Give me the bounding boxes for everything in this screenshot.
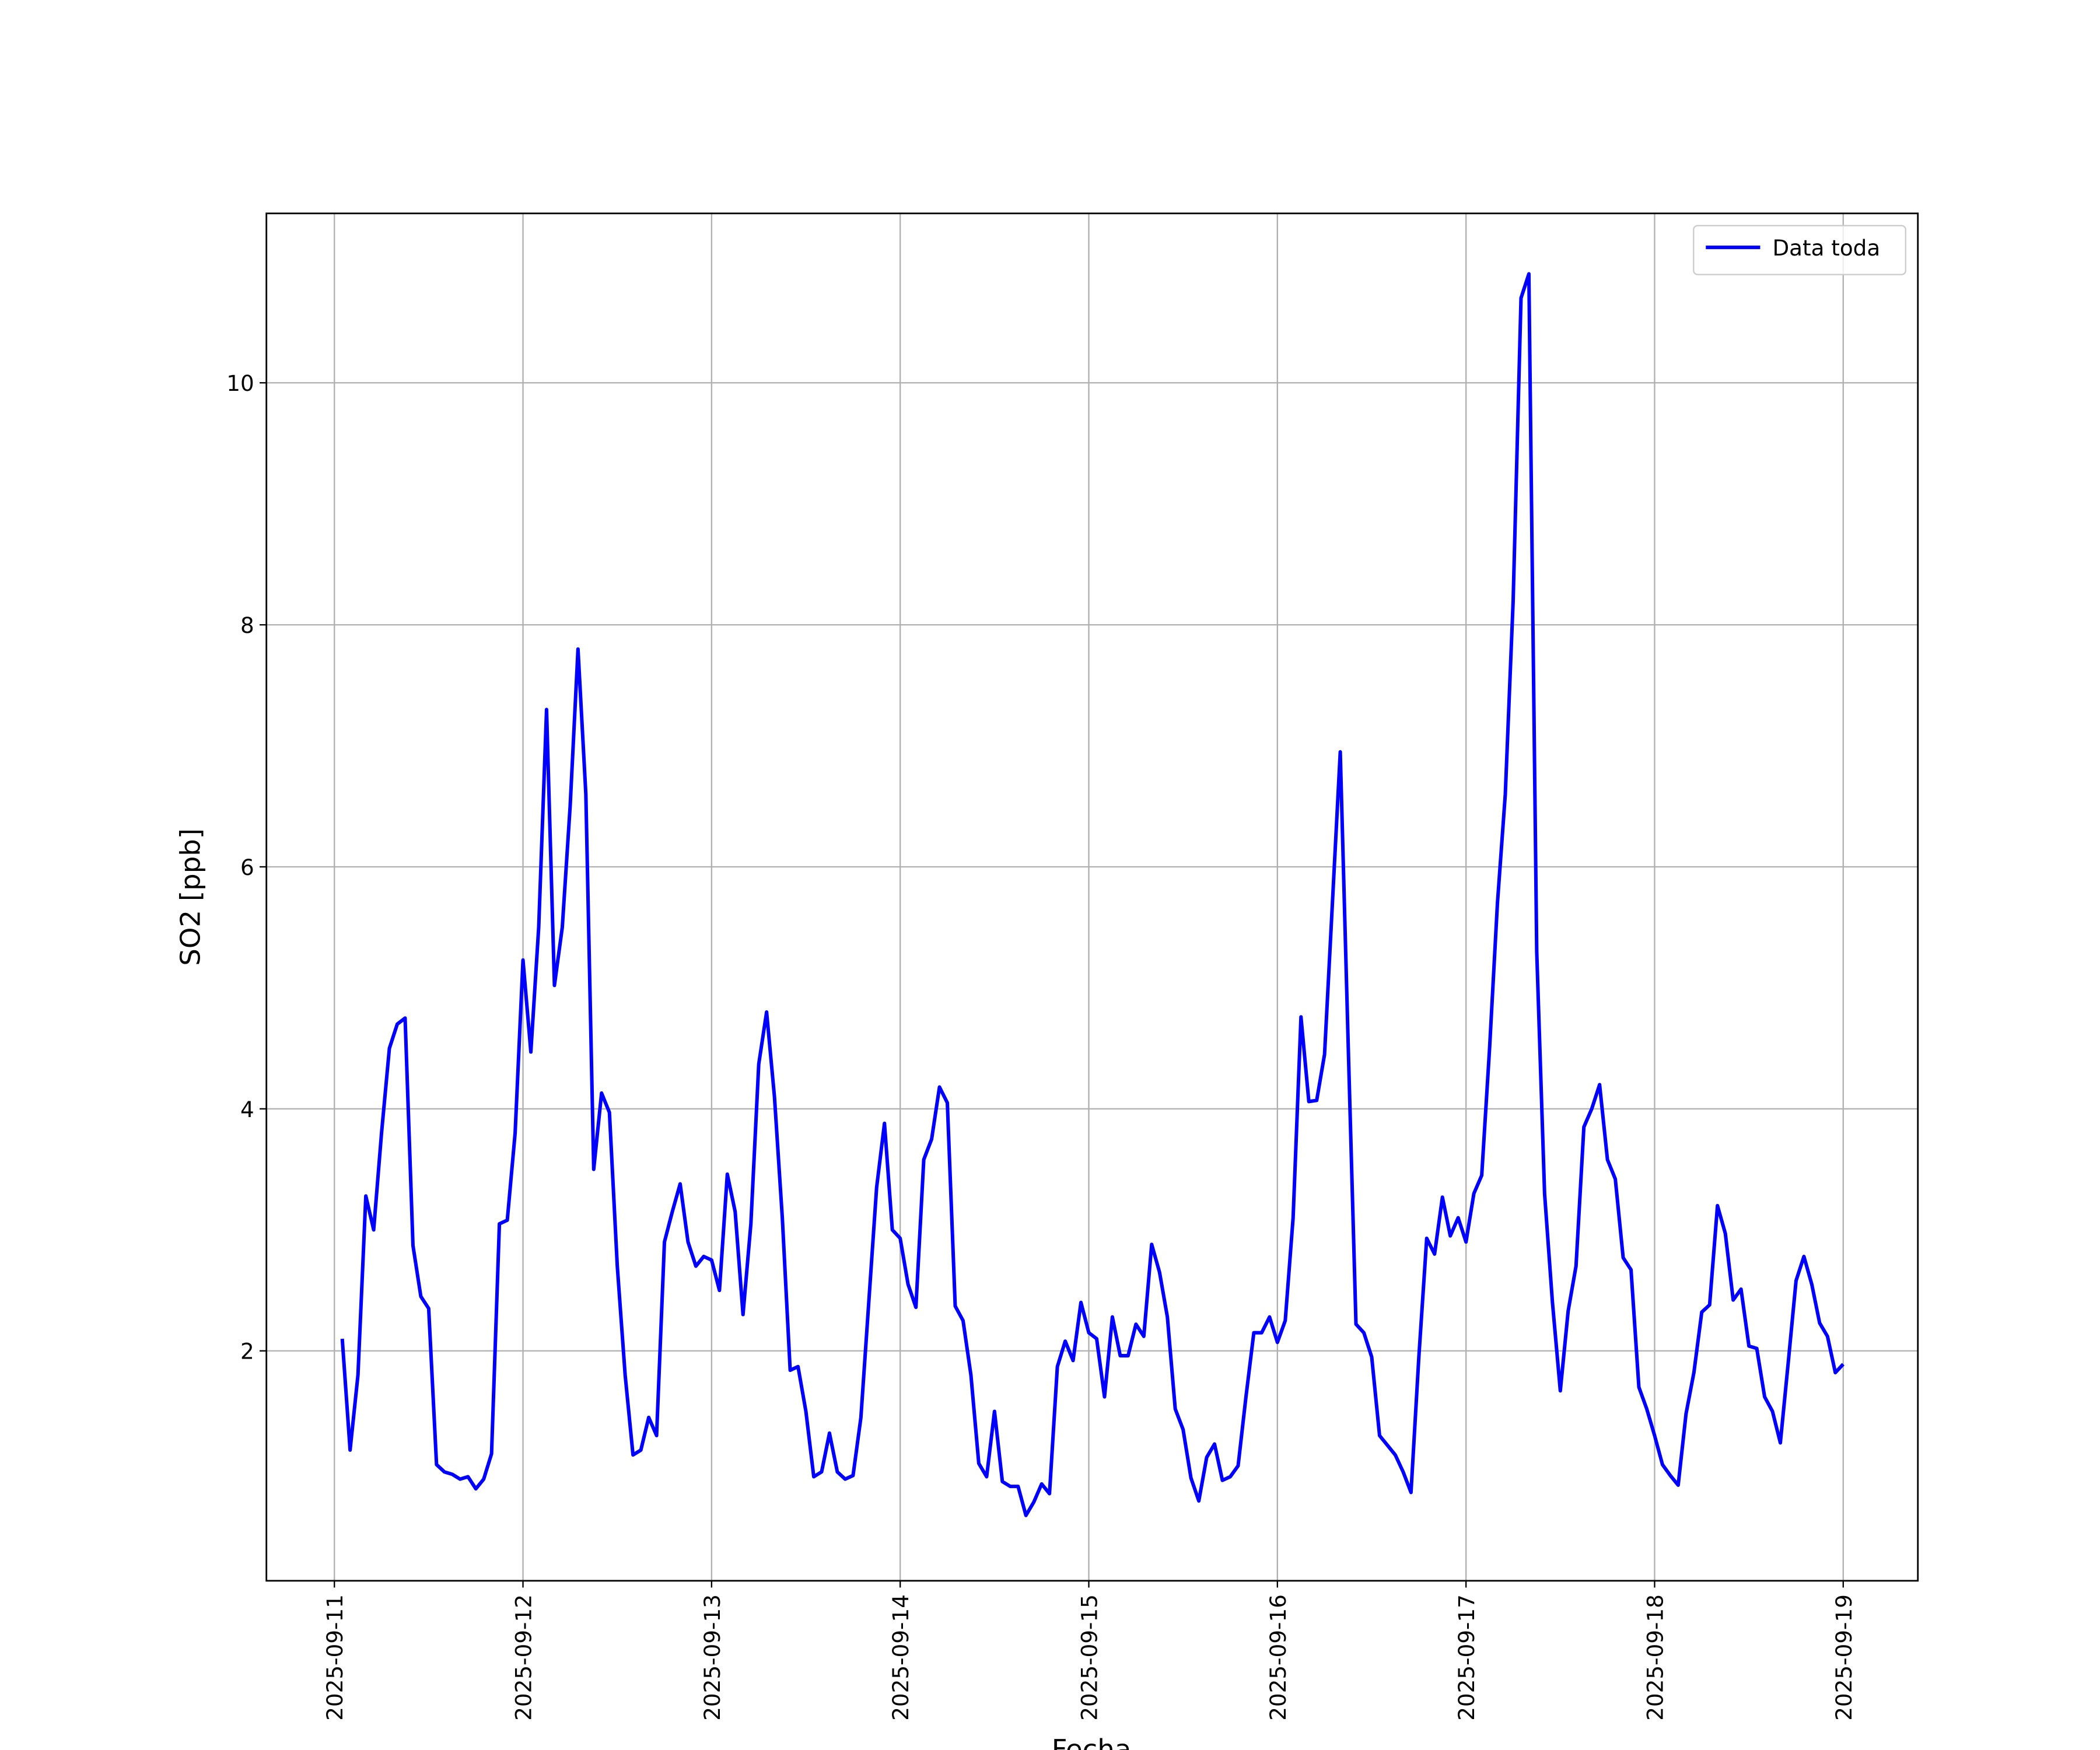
- x-tick-label: 2025-09-13: [699, 1594, 725, 1721]
- legend-label: Data toda: [1772, 235, 1880, 261]
- x-axis-label: Fecha: [1052, 1734, 1132, 1750]
- y-tick-label: 10: [226, 370, 254, 396]
- x-tick-label: 2025-09-14: [888, 1594, 914, 1721]
- x-tick-label: 2025-09-11: [322, 1594, 348, 1721]
- x-tick-label: 2025-09-12: [511, 1594, 537, 1721]
- legend-box: [1693, 225, 1906, 275]
- x-tick-label: 2025-09-15: [1076, 1594, 1102, 1721]
- legend: Data toda: [1693, 225, 1906, 275]
- x-tick-label: 2025-09-19: [1831, 1594, 1857, 1721]
- y-tick-label: 4: [240, 1097, 254, 1122]
- x-tick-label: 2025-09-18: [1642, 1594, 1668, 1721]
- plot-frame: [265, 212, 1919, 1582]
- x-tick-label: 2025-09-17: [1454, 1594, 1479, 1721]
- y-tick-label: 2: [240, 1339, 254, 1364]
- data-line: [340, 272, 1845, 1517]
- y-axis-label: SO2 [ppb]: [175, 828, 206, 966]
- y-tick-label: 8: [240, 612, 254, 638]
- x-tick-label: 2025-09-16: [1265, 1594, 1291, 1721]
- y-tick-label: 6: [240, 855, 254, 880]
